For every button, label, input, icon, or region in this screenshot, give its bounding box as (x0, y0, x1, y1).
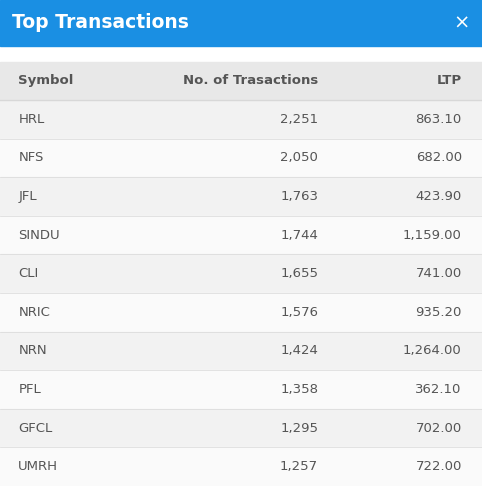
Text: GFCL: GFCL (18, 421, 53, 434)
Bar (0, 100, 482, 139)
Text: 1,358: 1,358 (280, 383, 318, 396)
Text: Top Transactions: Top Transactions (12, 14, 189, 33)
Text: PFL: PFL (18, 383, 41, 396)
Text: 1,264.00: 1,264.00 (403, 345, 462, 357)
Text: 1,763: 1,763 (280, 190, 318, 203)
Text: 1,159.00: 1,159.00 (403, 228, 462, 242)
Text: 1,576: 1,576 (280, 306, 318, 319)
Text: No. of Trasactions: No. of Trasactions (183, 74, 318, 87)
Bar (0, 448, 482, 486)
Text: 2,050: 2,050 (280, 152, 318, 164)
Text: HRL: HRL (18, 113, 44, 126)
Text: 682.00: 682.00 (415, 152, 462, 164)
Text: 702.00: 702.00 (415, 421, 462, 434)
Text: 1,295: 1,295 (280, 421, 318, 434)
Bar (0, 139, 482, 177)
Bar (0, 216, 482, 254)
Text: 2,251: 2,251 (280, 113, 318, 126)
Text: 722.00: 722.00 (415, 460, 462, 473)
Text: 1,744: 1,744 (280, 228, 318, 242)
Bar (0, 331, 482, 370)
Bar (0, 62, 482, 100)
Text: NRN: NRN (18, 345, 47, 357)
Bar (0, 370, 482, 409)
Text: 1,424: 1,424 (280, 345, 318, 357)
Bar (0, 177, 482, 216)
Text: 423.90: 423.90 (415, 190, 462, 203)
Bar (0, 0, 482, 46)
Text: 741.00: 741.00 (415, 267, 462, 280)
Text: 1,655: 1,655 (280, 267, 318, 280)
Text: NRIC: NRIC (18, 306, 50, 319)
Text: LTP: LTP (437, 74, 462, 87)
Bar (0, 293, 482, 331)
Text: ×: × (454, 14, 470, 33)
Text: 362.10: 362.10 (415, 383, 462, 396)
Text: JFL: JFL (18, 190, 37, 203)
Text: NFS: NFS (18, 152, 44, 164)
Text: UMRH: UMRH (18, 460, 58, 473)
Text: SINDU: SINDU (18, 228, 60, 242)
Text: 935.20: 935.20 (415, 306, 462, 319)
Text: Symbol: Symbol (18, 74, 74, 87)
Text: 1,257: 1,257 (280, 460, 318, 473)
Bar (0, 254, 482, 293)
Text: CLI: CLI (18, 267, 39, 280)
Bar (0, 409, 482, 448)
Text: 863.10: 863.10 (415, 113, 462, 126)
